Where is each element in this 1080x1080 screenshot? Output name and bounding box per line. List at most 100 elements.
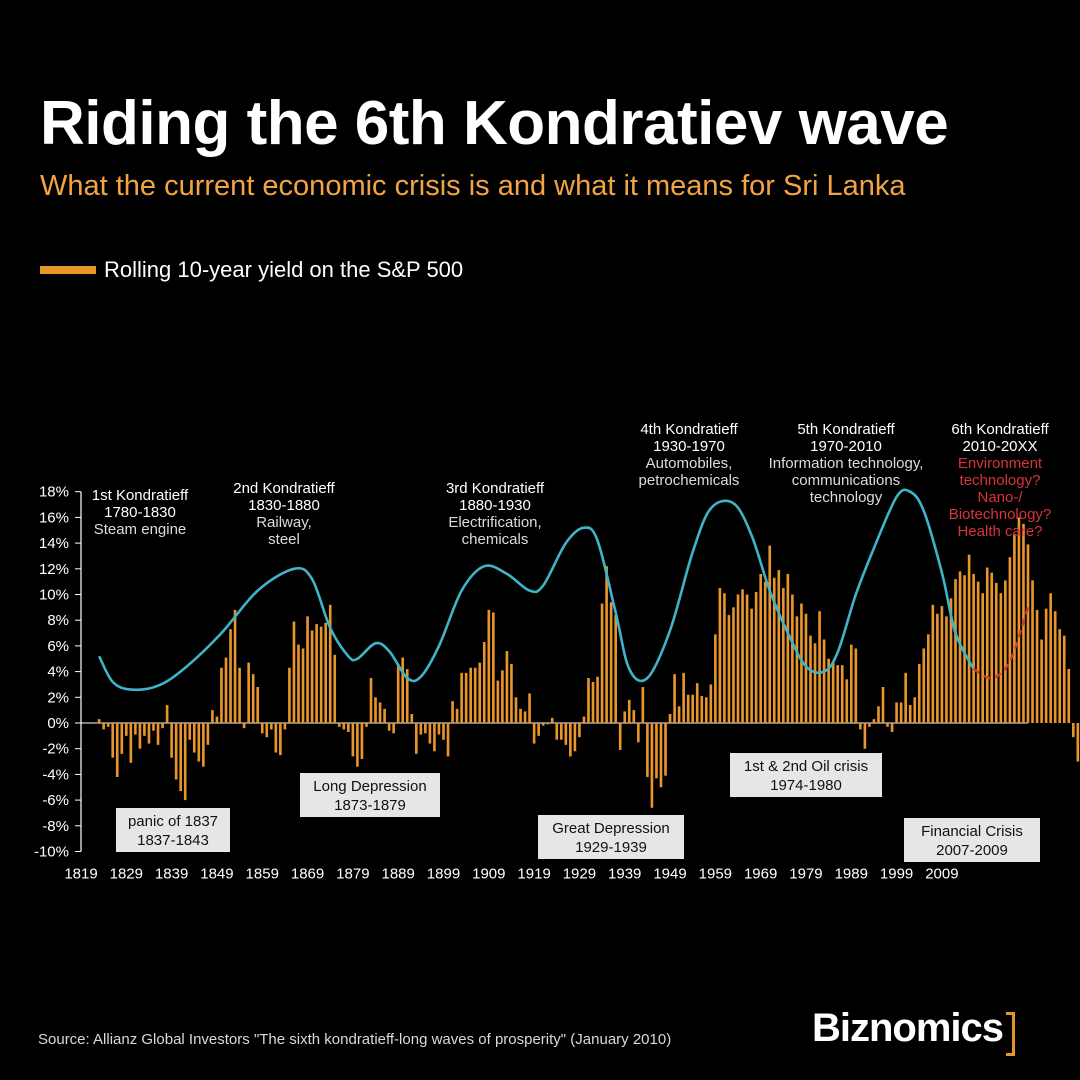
- yield-bar: [913, 697, 917, 723]
- yield-bar: [1040, 639, 1043, 723]
- wave-label-k6: Nano-/: [977, 489, 1023, 506]
- y-tick-label: -2%: [42, 741, 69, 758]
- yield-bar: [791, 594, 794, 723]
- yield-bar: [990, 572, 994, 723]
- wave-label-k5: technology: [810, 489, 883, 506]
- yield-bar: [428, 723, 432, 744]
- wave-label-k3: 3rd Kondratieff: [446, 480, 545, 497]
- yield-bar: [301, 648, 305, 723]
- yield-bar: [591, 681, 595, 723]
- yield-bar: [999, 593, 1003, 723]
- x-tick-label: 1849: [200, 866, 233, 883]
- yield-bar: [927, 634, 930, 724]
- yield-bar: [392, 723, 395, 734]
- yield-bar: [859, 723, 862, 730]
- yield-bar: [510, 663, 513, 723]
- crisis-label-oil: 1st & 2nd Oil crisis: [744, 758, 868, 775]
- yield-bar: [700, 696, 704, 723]
- yield-bar: [360, 723, 364, 759]
- yield-bar: [985, 567, 989, 723]
- yield-bar: [904, 672, 907, 723]
- crisis-label-financial: Financial Crisis: [921, 823, 1023, 840]
- y-tick-label: 4%: [47, 664, 69, 681]
- y-tick-label: 10%: [39, 587, 69, 604]
- yield-bar: [143, 723, 146, 736]
- yield-bar: [555, 723, 559, 740]
- crisis-label-panic: 1837-1843: [137, 832, 209, 849]
- yield-bar: [732, 607, 735, 723]
- yield-bar: [374, 697, 377, 723]
- x-tick-label: 2009: [925, 866, 958, 883]
- x-tick-label: 1979: [789, 866, 822, 883]
- crisis-box-financial: [904, 818, 1040, 862]
- yield-bar: [233, 609, 237, 723]
- x-tick-label: 1959: [699, 866, 732, 883]
- yield-bar: [550, 717, 554, 723]
- yield-bar: [881, 687, 885, 723]
- y-tick-label: 12%: [39, 561, 69, 578]
- yield-bar: [582, 716, 586, 723]
- yield-bar: [1067, 669, 1071, 723]
- yield-bar: [818, 611, 821, 723]
- yield-bar: [981, 593, 984, 723]
- y-tick-label: -6%: [42, 792, 69, 809]
- yield-bar: [922, 648, 926, 723]
- wave-label-k6: Health care?: [957, 523, 1042, 540]
- yield-bar: [347, 723, 350, 732]
- yield-bar: [297, 644, 300, 723]
- yield-bar: [115, 723, 119, 777]
- yield-bar: [745, 594, 749, 723]
- yield-bar: [283, 723, 287, 730]
- yield-bar: [704, 697, 708, 723]
- yield-bar: [845, 679, 849, 723]
- yield-bar: [125, 723, 128, 736]
- crisis-label-long: Long Depression: [313, 778, 426, 795]
- yield-bar: [460, 672, 463, 723]
- y-tick-label: 2%: [47, 689, 69, 706]
- x-tick-label: 1929: [563, 866, 596, 883]
- yield-bar: [800, 603, 803, 724]
- x-tick-label: 1969: [744, 866, 777, 883]
- yield-bar: [238, 667, 241, 723]
- x-tick-label: 1949: [653, 866, 686, 883]
- crisis-label-oil: 1974-1980: [770, 777, 842, 794]
- wave-label-k1: 1st Kondratieff: [92, 487, 189, 504]
- yield-bar: [994, 582, 998, 723]
- yield-bar: [786, 573, 790, 723]
- crisis-box-great: [538, 815, 684, 859]
- yield-bar: [714, 634, 717, 724]
- yield-bar: [899, 702, 903, 723]
- yield-bar: [111, 723, 115, 758]
- yield-bar: [451, 701, 454, 723]
- legend-label: Rolling 10-year yield on the S&P 500: [104, 257, 464, 282]
- forecast-wave-line: [972, 607, 1030, 680]
- yield-bar: [1004, 580, 1007, 723]
- yield-bar: [183, 723, 187, 801]
- yield-bar: [279, 723, 282, 756]
- yield-bar: [1044, 608, 1048, 723]
- yield-bar: [609, 602, 613, 723]
- yield-bar: [736, 594, 740, 723]
- yield-bar: [754, 591, 758, 723]
- yield-bar: [605, 566, 608, 723]
- yield-bar: [695, 683, 699, 723]
- yield-bar: [1072, 723, 1075, 738]
- yield-bar: [559, 723, 563, 740]
- yield-bar: [242, 723, 246, 729]
- x-tick-label: 1859: [246, 866, 279, 883]
- logo-bracket: [1006, 1012, 1016, 1056]
- yield-bar: [519, 708, 522, 724]
- yield-bar: [170, 723, 173, 758]
- yield-bar: [940, 606, 944, 723]
- yield-bar: [492, 612, 495, 723]
- wave-label-k3: Electrification,: [448, 514, 541, 531]
- yield-bar: [831, 662, 835, 724]
- yield-bar: [618, 723, 622, 750]
- yield-bar: [229, 629, 232, 723]
- yield-bar: [682, 672, 685, 723]
- yield-bar: [668, 714, 672, 723]
- yield-bar: [673, 674, 676, 723]
- yield-bar: [782, 588, 785, 723]
- yield-bar: [134, 723, 137, 735]
- yield-bar: [849, 644, 853, 723]
